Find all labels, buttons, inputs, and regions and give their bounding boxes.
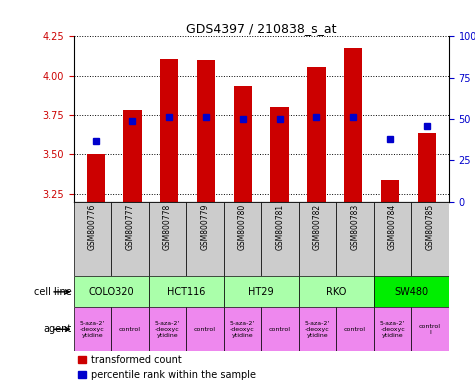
Text: GSM800776: GSM800776	[88, 204, 97, 250]
Text: GSM800784: GSM800784	[388, 204, 397, 250]
Text: 5-aza-2'
-deoxyc
ytidine: 5-aza-2' -deoxyc ytidine	[380, 321, 405, 338]
Text: GSM800785: GSM800785	[426, 204, 435, 250]
Bar	[299, 276, 374, 307]
Text: control: control	[269, 327, 291, 332]
Bar	[111, 307, 149, 351]
Text: GSM800782: GSM800782	[313, 204, 322, 250]
Text: GSM800778: GSM800778	[163, 204, 172, 250]
Bar	[374, 276, 449, 307]
Text: cell line: cell line	[34, 287, 71, 297]
Bar	[299, 202, 336, 276]
Bar	[344, 48, 362, 202]
Bar	[224, 202, 261, 276]
Text: 5-aza-2'
-deoxyc
ytidine: 5-aza-2' -deoxyc ytidine	[230, 321, 255, 338]
Bar	[418, 133, 436, 202]
Bar	[149, 307, 186, 351]
Bar	[224, 276, 299, 307]
Text: 5-aza-2'
-deoxyc
ytidine: 5-aza-2' -deoxyc ytidine	[305, 321, 330, 338]
Text: agent: agent	[43, 324, 71, 334]
Bar	[86, 154, 105, 202]
Bar	[374, 307, 411, 351]
Bar	[224, 307, 261, 351]
Bar	[299, 307, 336, 351]
Bar	[234, 86, 252, 202]
Text: RKO: RKO	[326, 287, 346, 297]
Bar	[111, 202, 149, 276]
Bar	[74, 307, 111, 351]
Text: GSM800779: GSM800779	[200, 204, 209, 250]
Bar	[74, 276, 149, 307]
Bar	[411, 202, 449, 276]
Bar	[307, 67, 326, 202]
Text: control
l: control l	[419, 324, 441, 335]
Bar	[261, 307, 299, 351]
Bar	[336, 202, 374, 276]
Text: control: control	[194, 327, 216, 332]
Bar	[74, 202, 111, 276]
Text: HT29: HT29	[248, 287, 274, 297]
Bar	[374, 202, 411, 276]
Bar	[197, 60, 215, 202]
Bar	[411, 307, 449, 351]
Title: GDS4397 / 210838_s_at: GDS4397 / 210838_s_at	[186, 22, 336, 35]
Bar	[124, 110, 142, 202]
Text: GSM800783: GSM800783	[351, 204, 360, 250]
Text: control: control	[119, 327, 141, 332]
Bar	[270, 107, 289, 202]
Bar	[186, 307, 224, 351]
Text: 5-aza-2'
-deoxyc
ytidine: 5-aza-2' -deoxyc ytidine	[155, 321, 180, 338]
Legend: transformed count, percentile rank within the sample: transformed count, percentile rank withi…	[78, 355, 256, 380]
Bar	[149, 276, 224, 307]
Text: GSM800781: GSM800781	[276, 204, 285, 250]
Bar	[336, 307, 374, 351]
Bar	[381, 180, 399, 202]
Text: GSM800777: GSM800777	[125, 204, 134, 250]
Text: HCT116: HCT116	[167, 287, 205, 297]
Bar	[186, 202, 224, 276]
Bar	[160, 59, 179, 202]
Text: SW480: SW480	[394, 287, 428, 297]
Text: GSM800780: GSM800780	[238, 204, 247, 250]
Bar	[261, 202, 299, 276]
Text: 5-aza-2'
-deoxyc
ytidine: 5-aza-2' -deoxyc ytidine	[80, 321, 105, 338]
Text: COLO320: COLO320	[88, 287, 134, 297]
Text: control: control	[344, 327, 366, 332]
Bar	[149, 202, 186, 276]
